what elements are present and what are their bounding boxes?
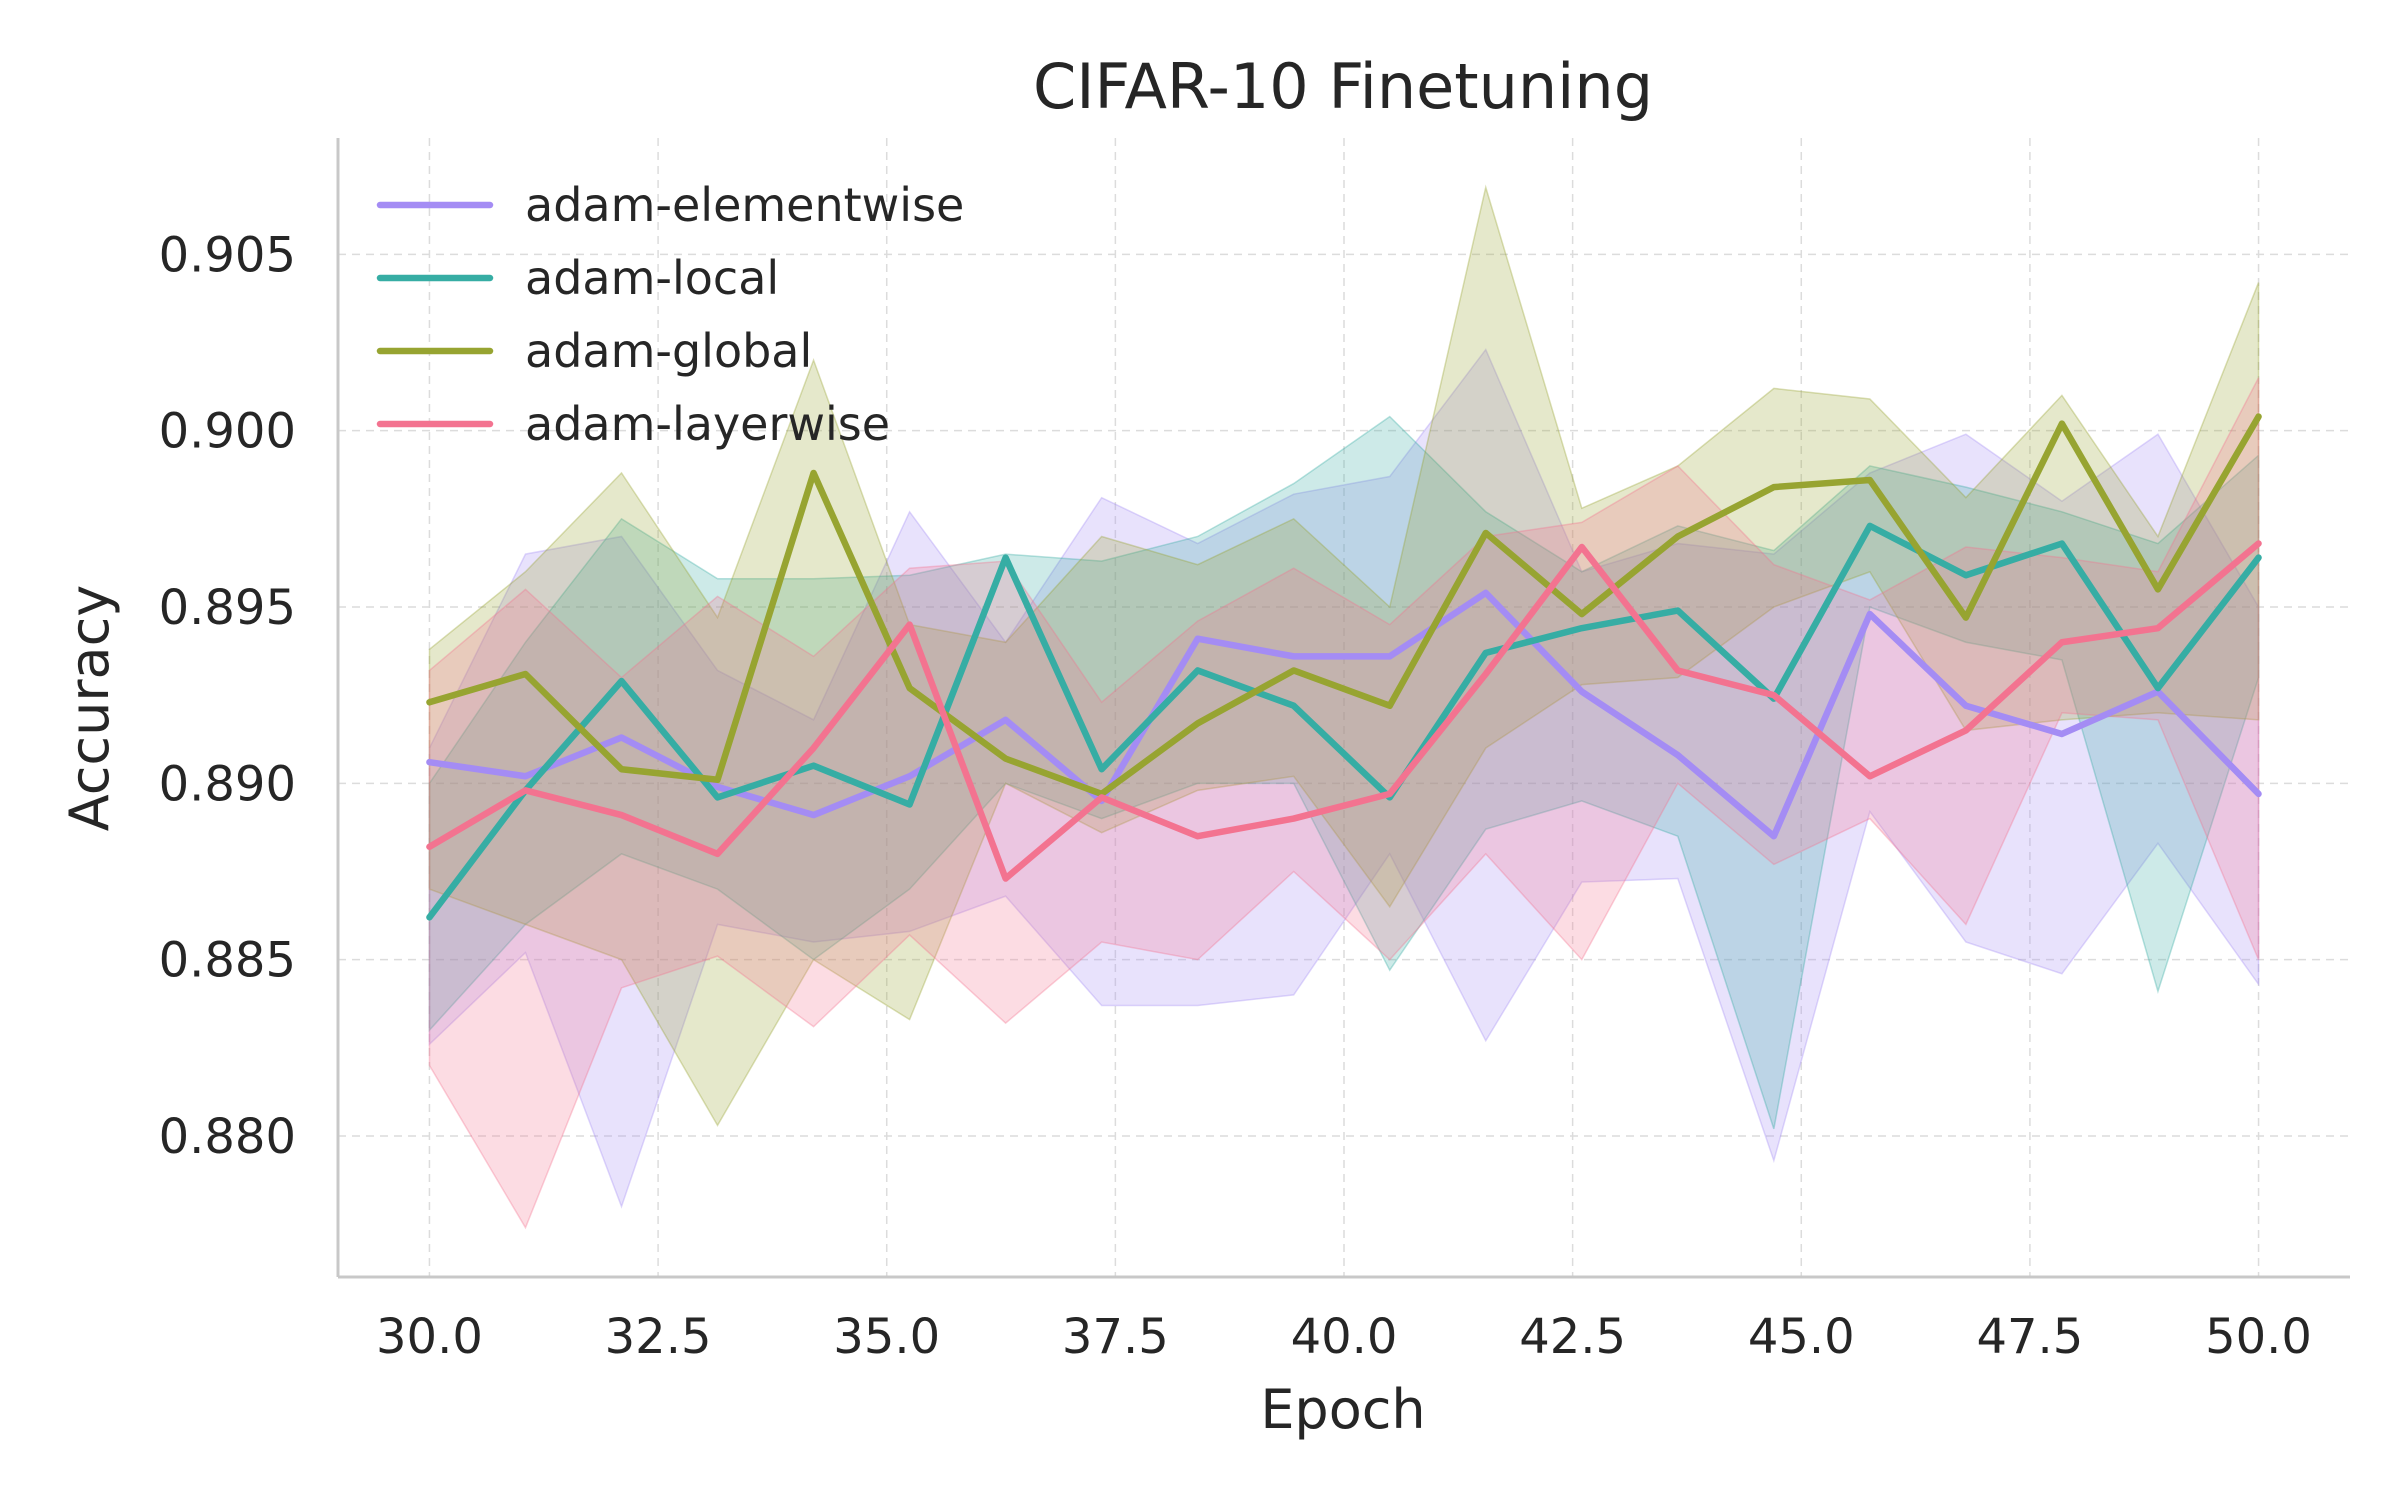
x-tick-label: 37.5	[1062, 1309, 1169, 1365]
series-lines	[426, 413, 2262, 921]
y-tick-label: 0.900	[159, 404, 296, 460]
band-adam-elementwise	[428, 348, 2260, 1209]
x-tick-label: 40.0	[1291, 1309, 1398, 1365]
x-tick-labels: 30.0 32.5 35.0 37.5 40.0 42.5 45.0 47.5 50.0	[376, 1309, 2312, 1365]
axes	[336, 138, 2350, 1279]
legend-label: adam-layerwise	[525, 397, 890, 451]
legend: adam-elementwise adam-local adam-global ada…	[376, 178, 964, 451]
y-tick-labels: 0.880 0.885 0.890 0.895 0.900 0.905	[159, 227, 296, 1165]
chart-title: CIFAR-10 Finetuning	[1033, 50, 1653, 123]
legend-item-adam-local: adam-local	[376, 251, 779, 305]
y-tick-label: 0.895	[159, 580, 296, 636]
y-tick-label: 0.890	[159, 756, 296, 812]
line-adam-global	[426, 413, 2262, 798]
y-tick-label: 0.880	[159, 1109, 296, 1165]
y-axis-title: Accuracy	[58, 585, 121, 832]
y-tick-label: 0.885	[159, 933, 296, 989]
y-tick-label: 0.905	[159, 227, 296, 283]
x-tick-label: 30.0	[376, 1309, 483, 1365]
band-adam-local	[428, 415, 2260, 1130]
x-tick-label: 32.5	[605, 1309, 712, 1365]
legend-label: adam-elementwise	[525, 178, 964, 232]
legend-item-adam-elementwise: adam-elementwise	[376, 178, 964, 232]
x-tick-label: 45.0	[1748, 1309, 1855, 1365]
legend-label: adam-local	[525, 251, 779, 305]
x-tick-label: 47.5	[1976, 1309, 2083, 1365]
line-adam-local	[426, 522, 2262, 921]
line-adam-layerwise	[426, 540, 2262, 882]
x-tick-label: 35.0	[833, 1309, 940, 1365]
grid-lines	[338, 138, 2350, 1277]
legend-item-adam-layerwise: adam-layerwise	[376, 397, 890, 451]
x-axis-title: Epoch	[1260, 1378, 1425, 1441]
legend-item-adam-global: adam-global	[376, 324, 812, 378]
x-tick-label: 50.0	[2205, 1309, 2312, 1365]
legend-label: adam-global	[525, 324, 812, 378]
x-tick-label: 42.5	[1519, 1309, 1626, 1365]
